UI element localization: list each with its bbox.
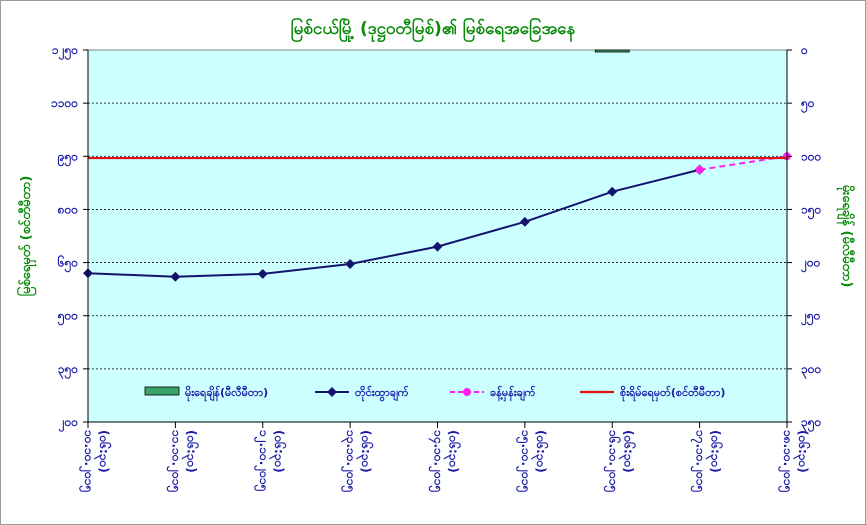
- observed-point: [257, 268, 268, 279]
- x-tick-time: (၀၆:၃၀): [530, 430, 550, 473]
- x-tick-date: ၁၅.၁၀.၂၀၁၅: [515, 430, 533, 493]
- x-axis-ticks: ၁၀.၁၀.၂၀၁၅ (၀၆:၃၀) ၁၁.၁၀.၂၀၁၅ (၀၆:၃၀) ၁၂.၁၀.…: [78, 430, 812, 493]
- legend-swatch-rainfall: [144, 386, 180, 396]
- x-tick-time-group: (၀၆:၃၀): [617, 430, 637, 473]
- y-right-tick-label: ၀: [800, 43, 808, 57]
- y-right-tick-label: ၂၅၀: [800, 309, 821, 327]
- legend-label: စိုးရိမ်ရေမှတ်(စင်တီမီတာ): [620, 385, 725, 402]
- gridlines: [88, 102, 787, 370]
- y-left-tick-label: ၆၅၀: [57, 254, 79, 274]
- x-tick-time: (၀၆:၃၀): [355, 430, 375, 473]
- rainfall-bar: [594, 49, 630, 53]
- legend: မိုးရေချိန်(မီလီမီတာ) တိုင်းထွာချက် ခန့်မှ…: [144, 385, 725, 402]
- x-tick-date-group: ၁၄.၁၀.၂၀၁၅: [428, 430, 446, 493]
- x-tick-date-group: ၁၁.၁၀.၂၀၁၅: [165, 430, 183, 493]
- x-tick-time-group: (၀၆:၃၀): [355, 430, 375, 473]
- x-tick-date-group: ၁၇.၁၀.၂၀၁၅: [690, 430, 708, 493]
- x-tick-date: ၁၄.၁၀.၂၀၁၅: [428, 430, 446, 493]
- x-tick-date: ၁၇.၁၀.၂၀၁၅: [690, 430, 708, 493]
- x-tick-date-group: ၁၈.၁၀.၂၀၁၅: [777, 430, 795, 493]
- x-tick-time-group: (၀၆:၃၀): [530, 430, 550, 473]
- x-tick-date-group: ၁၅.၁၀.၂၀၁၅: [515, 430, 533, 493]
- x-tick-date: ၁၂.၁၀.၂၀၁၅: [253, 430, 271, 492]
- x-tick-time: (၀၆:၃၀): [180, 430, 200, 473]
- observed-point: [432, 241, 443, 252]
- y-axis-left-label-group: မြစ်ရေမှတ် (စင်တီမီတာ): [16, 176, 37, 297]
- y-axis-left-label: မြစ်ရေမှတ် (စင်တီမီတာ): [16, 176, 37, 297]
- series-lines: [83, 152, 791, 282]
- x-tick-date: ၁၈.၁၀.၂၀၁၅: [777, 430, 795, 493]
- x-tick-time-group: (၀၆:၃၀): [443, 430, 463, 473]
- rainfall-bars: [594, 49, 630, 53]
- y-right-tick-label: ၅၀: [800, 96, 815, 114]
- y-axis-right-label: မိုးရေချိန် (မီလီမီတာ): [836, 185, 856, 288]
- observed-point: [345, 259, 356, 269]
- x-tick-date-group: ၁၆.၁၀.၂၀၁၅: [602, 430, 622, 493]
- x-tick-date-group: ၁၀.၁၀.၂၀၁၅: [78, 430, 96, 493]
- legend-marker-forecast: [463, 388, 471, 396]
- y-right-tick-label: ၁၀၀: [801, 149, 822, 163]
- y-right-tick-label: ၁၅၀: [801, 202, 822, 220]
- y-left-tick-label: ၉၅၀: [57, 149, 79, 167]
- x-tick-date: ၁၀.၁၀.၂၀၁၅: [78, 430, 96, 493]
- observed-point: [607, 186, 618, 197]
- x-tick-time-group: (၀၆:၃၀): [268, 430, 288, 473]
- forecast-point: [695, 165, 704, 174]
- observed-point: [170, 271, 181, 282]
- y-left-tick-label: ၂၀၀: [58, 415, 79, 433]
- observed-point: [519, 216, 530, 227]
- x-tick-time-group: (၀၆:၃၀): [180, 430, 200, 473]
- x-tick-time: (၀၆:၃၀): [268, 430, 288, 473]
- x-tick-time: (၀၆:၃၀): [705, 430, 725, 473]
- legend-label: တိုင်းထွာချက်: [355, 385, 409, 402]
- legend-marker-observed: [327, 387, 337, 397]
- y-right-tick-label: ၃၀၀: [801, 362, 822, 380]
- y-left-tick-label: ၅၀၀: [57, 309, 79, 327]
- y-axis-right-label-group: မိုးရေချိန် (မီလီမီတာ): [836, 185, 856, 288]
- x-tick-time-group: (၀၆:၃၀): [705, 430, 725, 473]
- x-tick-time: (၀၆:၃၀): [617, 430, 637, 473]
- x-tick-date-group: ၁၃.၁၀.၂၀၁၅: [340, 430, 358, 493]
- x-tick-time: (၀၆:၃၀): [792, 430, 812, 473]
- axes: [83, 49, 792, 428]
- x-tick-time: (၀၆:၃၀): [93, 430, 113, 473]
- legend-label: ခန့်မှန်းချက်: [490, 385, 536, 402]
- x-tick-time: (၀၆:၃၀): [443, 430, 463, 473]
- x-tick-date: ၁၆.၁၀.၂၀၁၅: [602, 430, 622, 493]
- x-tick-date: ၁၃.၁၀.၂၀၁၅: [340, 430, 358, 493]
- y-right-tick-label: ၃၅၀: [801, 415, 822, 433]
- chart-title: မြစ်ငယ်မြို့ (ဒုဋ္ဌဝတီမြစ်)၏ မြစ်ရေအခြေအ…: [291, 16, 576, 43]
- y-left-tick-label: ၃၅၀: [58, 362, 79, 380]
- x-tick-date-group: ၁၂.၁၀.၂၀၁၅: [253, 430, 271, 492]
- y-left-tick-label: ၈၀၀: [57, 202, 79, 216]
- observed-line: [87, 168, 700, 278]
- y-left-tick-label: ၁၁၀၀: [51, 96, 78, 110]
- legend-label: မိုးရေချိန်(မီလီမီတာ): [185, 385, 268, 402]
- y-left-tick-label: ၁၂၅၀: [52, 43, 78, 61]
- x-tick-time-group: (၀၆:၃၀): [93, 430, 113, 473]
- y-right-tick-label: ၂၀၀: [800, 256, 821, 274]
- plot-area: [87, 49, 788, 423]
- x-tick-time-group: (၀၆:၃၀): [792, 430, 812, 473]
- x-tick-date: ၁၁.၁၀.၂၀၁၅: [165, 430, 183, 493]
